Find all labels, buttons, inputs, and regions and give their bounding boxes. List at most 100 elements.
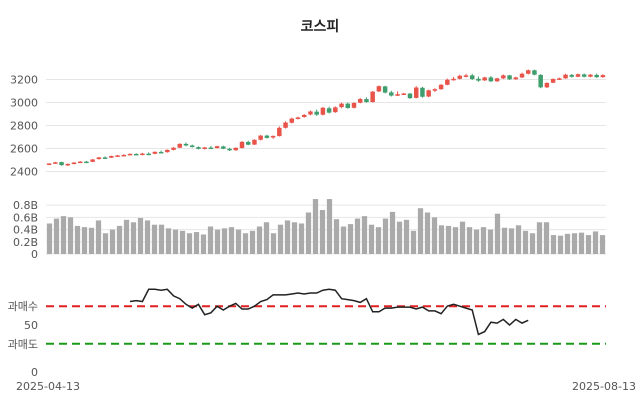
volume-bar xyxy=(508,228,515,254)
volume-panel: 00.2B0.4B0.6B0.8B xyxy=(13,199,606,261)
candle-body xyxy=(252,139,257,145)
volume-bar xyxy=(46,223,53,254)
candle-body xyxy=(351,102,357,108)
candle xyxy=(214,145,220,149)
volume-bar xyxy=(144,220,151,254)
candle-body xyxy=(326,108,332,113)
candle xyxy=(239,141,245,149)
candle-body xyxy=(233,147,239,151)
candle-body xyxy=(102,157,108,159)
volume-bar xyxy=(284,220,291,254)
candle-body xyxy=(245,141,251,145)
candle xyxy=(364,97,369,103)
candle-body xyxy=(600,75,606,78)
candle xyxy=(90,159,95,163)
candle-body xyxy=(214,146,220,149)
volume-bar xyxy=(445,225,452,254)
candle xyxy=(438,84,444,90)
candle-body xyxy=(451,78,456,81)
candle xyxy=(333,106,338,113)
candle-body xyxy=(581,74,587,77)
candle xyxy=(563,73,568,79)
chart-title: 코스피 xyxy=(301,19,340,35)
volume-bar xyxy=(256,226,263,254)
price-y-tick: 2600 xyxy=(10,143,38,156)
candle-body xyxy=(519,73,525,78)
volume-bar xyxy=(564,233,571,254)
volume-bar xyxy=(102,233,109,254)
volume-y-tick: 0.8B xyxy=(13,199,38,212)
candle xyxy=(451,76,456,81)
candle-body xyxy=(557,78,562,80)
candle-body xyxy=(227,148,232,151)
rsi-y-tick: 0 xyxy=(31,366,38,379)
candle-body xyxy=(121,154,127,157)
candle-body xyxy=(569,74,575,77)
volume-bar xyxy=(179,230,186,254)
price-y-tick: 2400 xyxy=(10,166,38,179)
volume-bar xyxy=(158,224,165,254)
candle xyxy=(532,69,537,76)
candle xyxy=(264,134,270,139)
candle-body xyxy=(413,87,419,98)
volume-bar xyxy=(389,211,396,254)
volume-bar xyxy=(242,233,249,254)
candle-body xyxy=(65,163,71,166)
volume-bar xyxy=(249,230,256,254)
candle xyxy=(133,153,139,156)
candle xyxy=(65,163,71,166)
candle-body xyxy=(84,161,89,164)
candle-body xyxy=(277,127,282,137)
volume-bar xyxy=(74,225,81,254)
candle-body xyxy=(77,161,83,164)
volume-bar xyxy=(417,208,424,254)
candle-body xyxy=(364,99,369,103)
candle xyxy=(519,72,525,79)
candle-body xyxy=(445,79,450,85)
candle-body xyxy=(140,153,145,156)
candle-body xyxy=(177,143,183,148)
candle xyxy=(221,145,226,150)
candle-body xyxy=(283,122,288,128)
volume-bar xyxy=(466,227,473,254)
price-y-tick: 2800 xyxy=(10,120,38,133)
candle xyxy=(314,109,319,116)
candle xyxy=(245,140,251,146)
volume-bar xyxy=(95,220,102,254)
candle xyxy=(196,146,201,150)
candle xyxy=(295,116,301,120)
volume-bar xyxy=(431,217,438,254)
candle xyxy=(46,163,52,166)
volume-bar xyxy=(67,217,74,254)
volume-y-tick: 0.2B xyxy=(13,236,38,249)
candle-body xyxy=(407,93,413,99)
volume-bar xyxy=(459,221,466,254)
volume-bar xyxy=(228,227,235,254)
candle xyxy=(426,89,431,98)
candle xyxy=(569,73,575,78)
candle xyxy=(401,92,407,96)
candle xyxy=(525,69,531,75)
candle xyxy=(77,161,83,164)
candle xyxy=(109,155,114,158)
volume-bar xyxy=(319,210,326,254)
volume-bar xyxy=(109,229,116,254)
candle xyxy=(258,134,263,141)
volume-bar xyxy=(60,216,67,254)
volume-bar xyxy=(200,234,207,254)
candle xyxy=(482,76,487,81)
candle-body xyxy=(345,103,351,109)
volume-bar xyxy=(522,230,529,254)
candle-body xyxy=(109,155,114,158)
candle-body xyxy=(507,75,512,80)
candle-body xyxy=(133,153,139,156)
volume-bar xyxy=(88,227,95,254)
candle xyxy=(469,73,475,80)
candle xyxy=(102,156,108,159)
volume-bar xyxy=(193,232,200,254)
candle-body xyxy=(320,107,326,115)
rsi-line xyxy=(129,288,529,336)
volume-y-tick: 0 xyxy=(31,248,38,261)
candle xyxy=(339,102,344,109)
candle-body xyxy=(208,147,214,150)
